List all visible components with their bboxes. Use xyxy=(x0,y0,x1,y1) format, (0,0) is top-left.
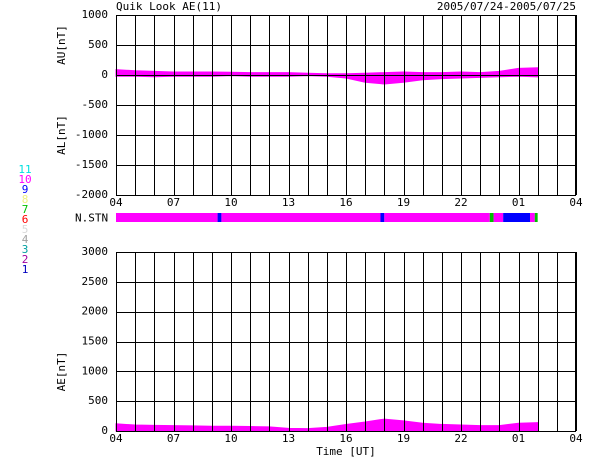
station-segment xyxy=(503,213,530,222)
legend-entry: 3 xyxy=(22,243,29,256)
y-tick-label: 500 xyxy=(88,38,108,51)
data-area xyxy=(115,74,539,85)
data-area xyxy=(115,67,539,76)
plot-frame xyxy=(116,252,576,432)
x-tick-label: 13 xyxy=(282,432,295,445)
y-axis-label: AU[nT] xyxy=(55,25,68,65)
y-tick-label: 1000 xyxy=(82,8,109,21)
x-tick-label: 04 xyxy=(569,196,583,209)
y-axis-label: AL[nT] xyxy=(55,115,68,155)
y-axis-label: AE[nT] xyxy=(55,352,68,392)
station-segment xyxy=(530,213,535,222)
x-tick-label: 22 xyxy=(454,432,467,445)
y-tick-label: -500 xyxy=(82,98,109,111)
x-tick-label: 07 xyxy=(167,196,180,209)
y-tick-label: -1000 xyxy=(75,128,108,141)
y-tick-label: 1500 xyxy=(82,335,109,348)
y-tick-label: 0 xyxy=(101,424,108,437)
legend-entry: 6 xyxy=(22,213,29,226)
chart-title: Quik Look AE(11) xyxy=(116,0,222,13)
station-segment xyxy=(221,213,381,222)
legend-entry: 7 xyxy=(22,203,29,216)
x-tick-label: 10 xyxy=(224,432,237,445)
legend-entry: 10 xyxy=(18,173,31,186)
y-tick-label: 2000 xyxy=(82,305,109,318)
x-tick-label: 04 xyxy=(109,196,123,209)
y-tick-label: -1500 xyxy=(75,158,108,171)
legend-entry: 9 xyxy=(22,183,29,196)
station-segment xyxy=(217,213,222,222)
x-tick-label: 22 xyxy=(454,196,467,209)
station-segment xyxy=(116,213,218,222)
y-tick-label: -2000 xyxy=(75,188,108,201)
x-tick-label: 19 xyxy=(397,196,410,209)
y-tick-label: 1000 xyxy=(82,364,109,377)
x-tick-label: 07 xyxy=(167,432,180,445)
x-tick-label: 19 xyxy=(397,432,410,445)
y-tick-label: 0 xyxy=(101,68,108,81)
station-segment xyxy=(380,213,385,222)
y-tick-label: 2500 xyxy=(82,275,109,288)
y-tick-label: 3000 xyxy=(82,245,109,258)
legend-entry: 11 xyxy=(18,163,31,176)
x-tick-label: 10 xyxy=(224,196,237,209)
station-segment xyxy=(493,213,504,222)
legend-entry: 8 xyxy=(22,193,29,206)
x-tick-label: 04 xyxy=(569,432,583,445)
x-tick-label: 01 xyxy=(512,196,525,209)
legend-entry: 1 xyxy=(22,263,29,276)
plot-frame xyxy=(116,15,576,196)
y-tick-label: 500 xyxy=(88,394,108,407)
x-tick-label: 01 xyxy=(512,432,525,445)
station-segment xyxy=(489,213,494,222)
station-segment xyxy=(534,213,538,222)
legend-entry: 2 xyxy=(22,253,29,266)
legend-entry: 4 xyxy=(22,233,29,246)
date-range: 2005/07/24-2005/07/25 xyxy=(437,0,576,13)
x-tick-label: 16 xyxy=(339,432,352,445)
legend-entry: 5 xyxy=(22,223,29,236)
x-tick-label: 13 xyxy=(282,196,295,209)
station-segment xyxy=(384,213,490,222)
x-tick-label: 04 xyxy=(109,432,123,445)
x-axis-label: Time [UT] xyxy=(316,445,376,458)
station-label: N.STN xyxy=(75,212,108,225)
data-area xyxy=(115,418,539,432)
x-tick-label: 16 xyxy=(339,196,352,209)
